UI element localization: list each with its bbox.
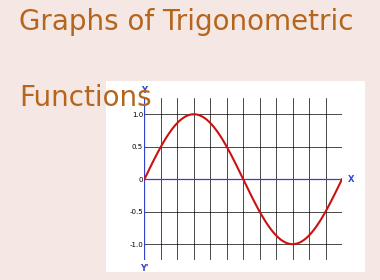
- Text: Graphs of Trigonometric: Graphs of Trigonometric: [19, 8, 353, 36]
- Text: X: X: [348, 175, 355, 184]
- Text: Functions: Functions: [19, 84, 152, 112]
- Text: Y': Y': [140, 264, 149, 273]
- FancyBboxPatch shape: [93, 72, 378, 280]
- Text: Y: Y: [141, 86, 147, 95]
